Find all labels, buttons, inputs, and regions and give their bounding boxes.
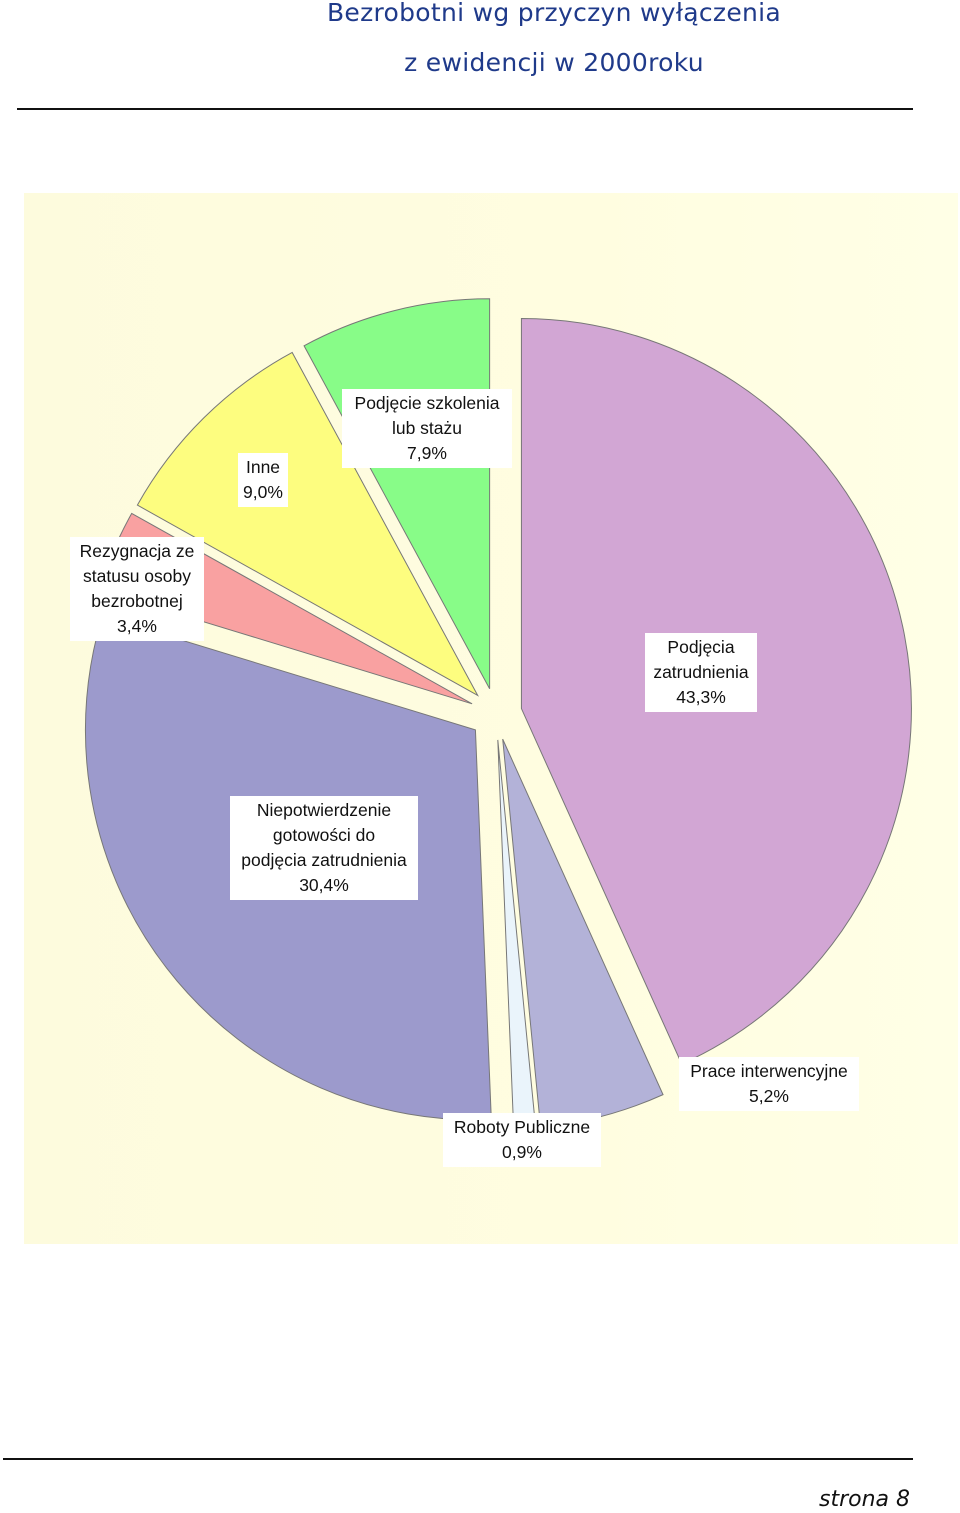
- label-line: bezrobotnej: [91, 591, 183, 611]
- label-line: Rezygnacja ze: [79, 541, 195, 561]
- label-percent: 3,4%: [117, 616, 157, 636]
- label-rezygnacja-ze-statusu: Rezygnacja ze statusu osoby bezrobotnej …: [70, 537, 204, 641]
- label-line: lub stażu: [391, 418, 463, 438]
- label-line: statusu osoby: [83, 566, 191, 586]
- chart-area: Podjęcia zatrudnienia 43,3% Prace interw…: [24, 193, 958, 1244]
- header-rule: [17, 108, 913, 110]
- label-percent: 43,3%: [676, 687, 726, 707]
- chart-title-line-1: Bezrobotni wg przyczyn wyłączenia: [326, 0, 782, 27]
- label-percent: 0,9%: [502, 1142, 542, 1162]
- label-line: Podjęcie szkolenia: [354, 393, 500, 413]
- label-niepotwierdzenie-gotowosci: Niepotwierdzenie gotowości do podjęcia z…: [230, 796, 418, 900]
- label-line: Roboty Publiczne: [453, 1117, 591, 1137]
- label-line: zatrudnienia: [653, 662, 749, 682]
- label-percent: 7,9%: [407, 443, 447, 463]
- page-number: strona 8: [818, 1487, 910, 1512]
- label-roboty-publiczne: Roboty Publiczne 0,9%: [443, 1113, 601, 1167]
- label-line: Inne: [245, 457, 281, 477]
- label-line: Niepotwierdzenie: [256, 800, 392, 820]
- label-line: podjęcia zatrudnienia: [241, 850, 407, 870]
- label-percent: 30,4%: [299, 875, 349, 895]
- footer-rule: [3, 1458, 913, 1460]
- label-inne: Inne 9,0%: [238, 453, 288, 507]
- label-line: gotowości do: [272, 825, 376, 845]
- label-line: Podjęcia: [667, 637, 735, 657]
- label-percent: 9,0%: [243, 482, 283, 502]
- label-podjecia-zatrudnienia: Podjęcia zatrudnienia 43,3%: [645, 633, 757, 712]
- label-prace-interwencyjne: Prace interwencyjne 5,2%: [679, 1057, 859, 1111]
- chart-title-line-2: z ewidencji w 2000roku: [404, 48, 704, 77]
- label-percent: 5,2%: [749, 1086, 789, 1106]
- label-podjecie-szkolenia: Podjęcie szkolenia lub stażu 7,9%: [342, 389, 512, 468]
- slice-inne: [136, 351, 480, 697]
- label-line: Prace interwencyjne: [690, 1061, 848, 1081]
